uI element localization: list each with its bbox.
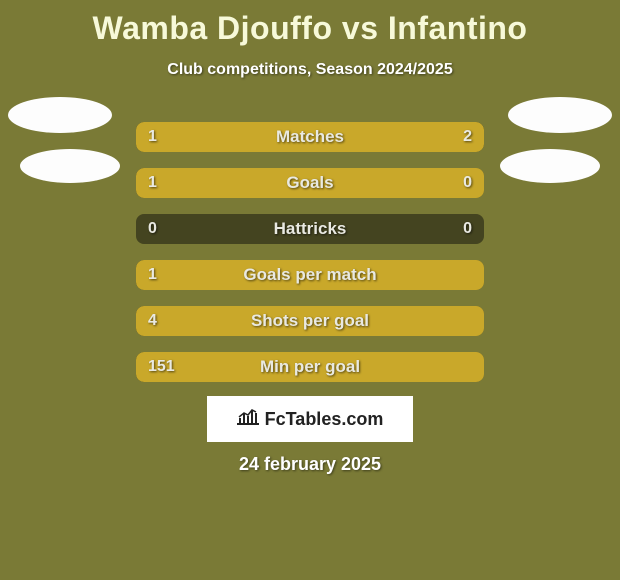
- page-subtitle: Club competitions, Season 2024/2025: [0, 61, 620, 79]
- bar-label: Goals: [136, 168, 484, 198]
- bar-label: Matches: [136, 122, 484, 152]
- bar-value-right: 2: [463, 122, 472, 152]
- comparison-bars: 1Matches21Goals00Hattricks01Goals per ma…: [136, 122, 484, 398]
- brand-box: FcTables.com: [207, 396, 413, 442]
- date-text: 24 february 2025: [0, 454, 620, 475]
- team-logo-right-2: [500, 149, 600, 183]
- bar-label: Min per goal: [136, 352, 484, 382]
- chart-icon: [237, 408, 259, 431]
- bar-label: Goals per match: [136, 260, 484, 290]
- team-logo-left-2: [20, 149, 120, 183]
- page-title: Wamba Djouffo vs Infantino: [0, 0, 620, 47]
- infographic-container: Wamba Djouffo vs Infantino Club competit…: [0, 0, 620, 580]
- team-logo-left-1: [8, 97, 112, 133]
- bar-row: 151Min per goal: [136, 352, 484, 382]
- brand-text: FcTables.com: [265, 409, 384, 430]
- bar-label: Shots per goal: [136, 306, 484, 336]
- bar-value-right: 0: [463, 168, 472, 198]
- bar-row: 1Goals per match: [136, 260, 484, 290]
- bar-row: 1Goals0: [136, 168, 484, 198]
- bar-row: 1Matches2: [136, 122, 484, 152]
- bar-row: 0Hattricks0: [136, 214, 484, 244]
- bar-value-right: 0: [463, 214, 472, 244]
- team-logo-right-1: [508, 97, 612, 133]
- bar-row: 4Shots per goal: [136, 306, 484, 336]
- bar-label: Hattricks: [136, 214, 484, 244]
